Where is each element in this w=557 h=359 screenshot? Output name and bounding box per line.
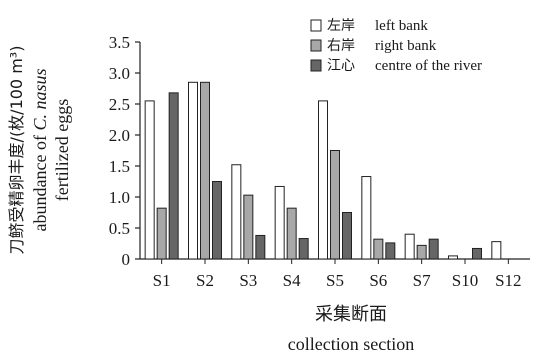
legend-label-zh: 右岸: [327, 38, 355, 54]
bar: [156, 207, 167, 260]
y-axis-title-species: C. nasus: [30, 69, 50, 131]
x-axis-title-zh: 采集断面: [315, 304, 387, 324]
bar: [318, 100, 328, 260]
y-tick-label: 2.0: [109, 126, 130, 145]
x-tick-label: S5: [326, 271, 344, 290]
bar: [448, 255, 458, 260]
bar: [298, 238, 309, 260]
bar: [200, 81, 210, 260]
plot-area: 0 0.5 1.0 1.5 2.0 2.5 3.0 3.5 S1 S2 S3 S4 S5 S6 S7 S10 S…: [109, 33, 530, 290]
x-tick-label: S7: [413, 271, 431, 290]
bar: [231, 164, 242, 260]
y-axis-title-zh: 刀鲚受精卵丰度/(枚/100 m³): [7, 46, 26, 255]
y-tick-label: 2.5: [109, 95, 130, 114]
bar: [274, 185, 285, 260]
y-axis-title-en-part1: abundance of: [30, 131, 50, 232]
y-tick-label: 3.5: [109, 33, 130, 52]
bar: [144, 100, 155, 260]
y-tick-label: 0: [122, 250, 131, 269]
legend-label-zh: 江心: [327, 58, 355, 74]
bar: [330, 150, 340, 260]
bar: [168, 92, 179, 260]
bar: [428, 238, 439, 260]
bar: [404, 233, 415, 260]
bar: [491, 241, 502, 260]
bar: [286, 207, 297, 260]
bar: [255, 234, 266, 260]
y-tick-label: 0.5: [109, 219, 130, 238]
x-tick-label: S1: [153, 271, 171, 290]
bar: [188, 81, 198, 260]
bar: [373, 238, 384, 260]
bar: [472, 247, 482, 260]
legend: 左岸 left bank 右岸 right bank 江心 centre of the r…: [310, 18, 482, 74]
legend-swatch: [310, 59, 322, 72]
legend-swatch: [310, 39, 322, 52]
bar: [243, 194, 254, 260]
y-tick-label: 3.0: [109, 64, 130, 83]
bar: [361, 176, 372, 260]
y-axis-title-en-line2: fertilized eggs: [52, 99, 72, 201]
legend-label-en: left bank: [375, 18, 428, 34]
y-axis-title-en-part2: fertilized eggs: [52, 99, 72, 201]
bar: [342, 212, 352, 260]
svg-text:abundance of C. nasus: abundance of C. nasus: [30, 69, 50, 232]
bar: [385, 242, 396, 260]
legend-label-zh: 左岸: [327, 18, 355, 34]
y-axis-title-en: abundance of C. nasus: [30, 69, 50, 232]
x-tick-label: S12: [495, 271, 521, 290]
y-axis-title: 刀鲚受精卵丰度/(枚/100 m³): [7, 46, 26, 255]
x-tick-label: S4: [283, 271, 301, 290]
legend-label-en: right bank: [375, 38, 437, 54]
bar: [212, 181, 222, 260]
x-tick-label: S2: [196, 271, 214, 290]
x-tick-label: S10: [452, 271, 478, 290]
bar: [416, 244, 427, 260]
legend-swatch: [310, 19, 322, 32]
y-tick-label: 1.0: [109, 188, 130, 207]
x-tick-label: S6: [369, 271, 387, 290]
legend-label-en: centre of the river: [375, 58, 482, 74]
y-tick-label: 1.5: [109, 157, 130, 176]
x-tick-label: S3: [239, 271, 257, 290]
x-axis-title-en: collection section: [288, 334, 414, 354]
